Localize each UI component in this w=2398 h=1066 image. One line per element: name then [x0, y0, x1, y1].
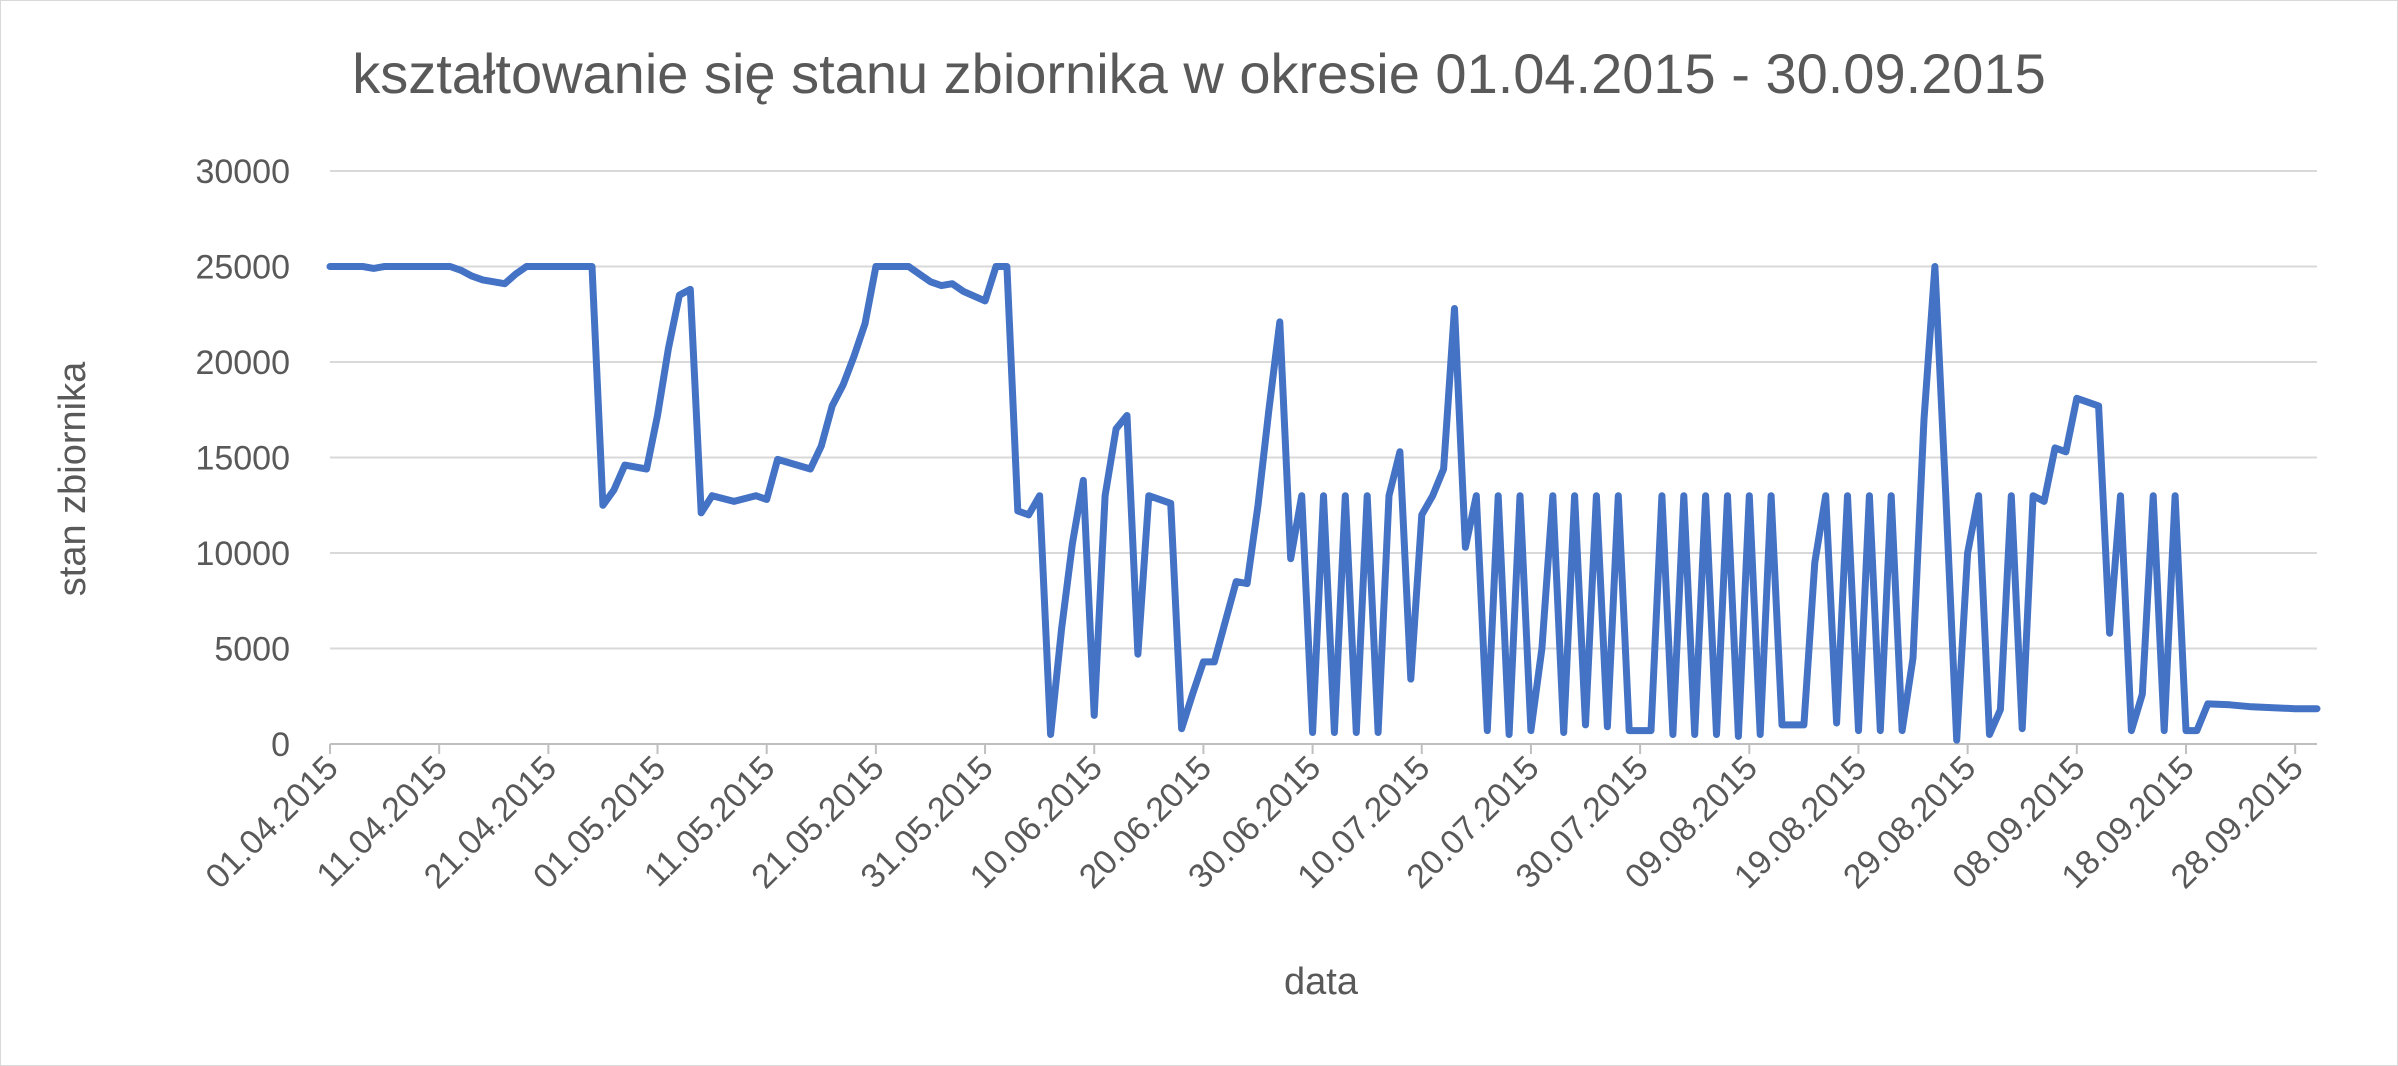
y-tick-label: 20000 [195, 344, 290, 382]
y-tick-label: 30000 [195, 153, 290, 191]
chart-title: kształtowanie się stanu zbiornika w okre… [352, 42, 2045, 105]
x-tick-labels: 01.04.201511.04.201521.04.201501.05.2015… [198, 744, 2311, 896]
series-layer [326, 263, 2321, 744]
series-line-0 [326, 263, 2321, 744]
x-axis-title: data [1284, 961, 1359, 1003]
y-tick-label: 10000 [195, 535, 290, 573]
y-tick-label: 0 [271, 726, 290, 764]
y-tick-label: 25000 [195, 249, 290, 287]
y-tick-labels: 0 5000 10000 15000 20000 25000 30000 [195, 153, 290, 764]
y-tick-label: 5000 [214, 631, 290, 669]
y-axis-title: stan zbiornika [52, 361, 94, 596]
y-tick-label: 15000 [195, 440, 290, 478]
gridlines [330, 170, 2317, 745]
